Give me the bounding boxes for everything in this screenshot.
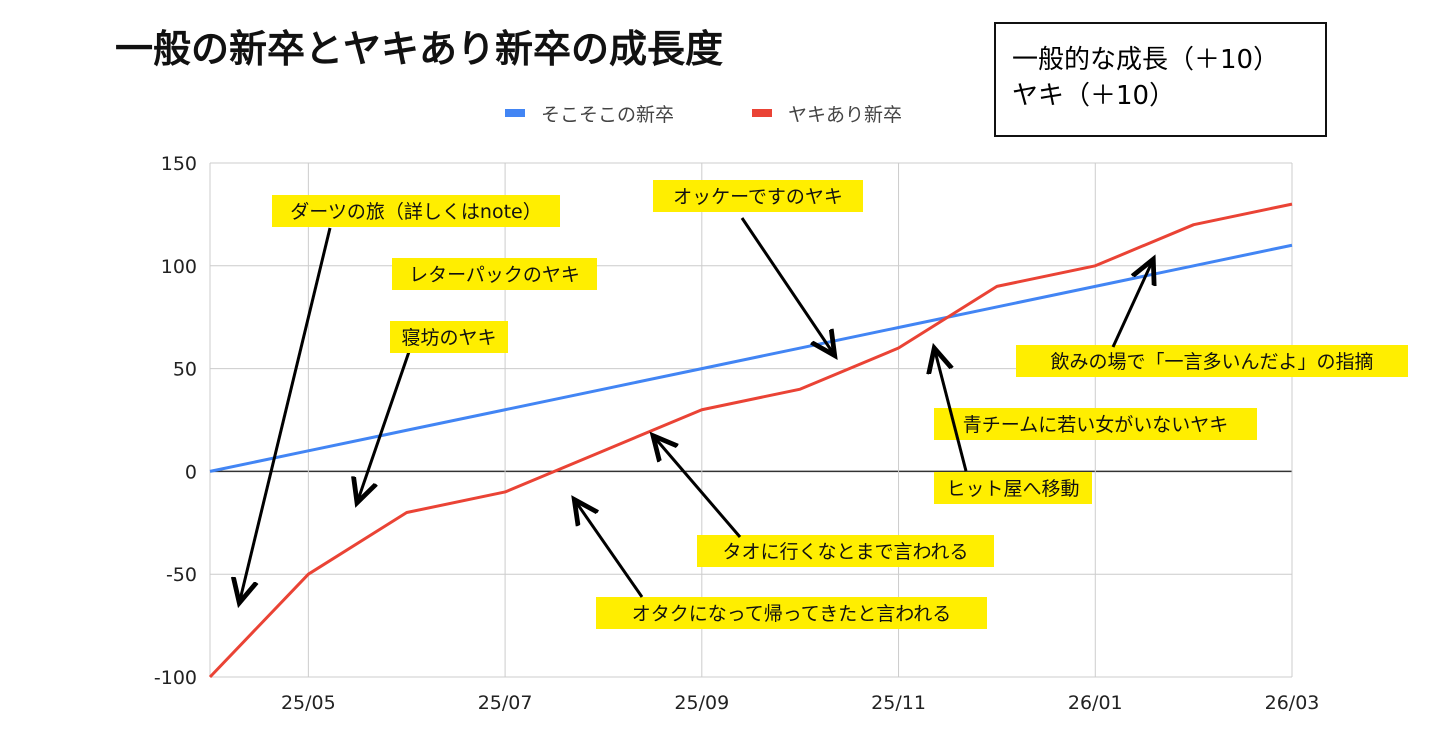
data-point: [798, 387, 802, 391]
annotation-label: 青チームに若い女がいないヤキ: [963, 414, 1228, 436]
data-point: [1192, 223, 1196, 227]
series-line-2: [208, 202, 1293, 679]
annotation-box: [596, 597, 987, 629]
chart-title: 一般の新卒とヤキあり新卒の成長度: [115, 27, 723, 71]
note-line-general-growth: 一般的な成長（＋10）: [1012, 45, 1280, 75]
y-tick-label: -50: [166, 564, 197, 586]
y-tick-label: 100: [161, 256, 197, 278]
data-point: [995, 284, 999, 288]
annotation-box: [1016, 345, 1408, 377]
data-point: [405, 428, 409, 432]
chart-grid: [209, 162, 1293, 678]
annotation-box: [392, 258, 597, 290]
annotation-box: [934, 472, 1092, 504]
annotation-box: [697, 535, 994, 567]
x-tick-label: 25/11: [871, 692, 926, 714]
legend-label: そこそこの新卒: [541, 104, 674, 126]
data-point: [601, 449, 605, 453]
annotation-arrow: [1111, 262, 1152, 348]
annotation-arrow: [240, 227, 332, 600]
data-point: [306, 449, 310, 453]
series-line-1: [209, 243, 1293, 473]
x-tick-label: 26/01: [1068, 692, 1123, 714]
annotation-label: 飲みの場で「一言多いんだよ」の指摘: [1050, 351, 1373, 373]
annotation-label: タオに行くなとまで言われる: [722, 541, 968, 563]
y-tick-label: -100: [154, 667, 197, 689]
legend-swatch: [752, 109, 772, 117]
y-tick-label: 50: [173, 359, 197, 381]
data-point: [208, 469, 212, 473]
data-point: [601, 387, 605, 391]
x-tick-label: 25/05: [281, 692, 336, 714]
legend-swatch: [505, 109, 525, 117]
data-point: [1192, 264, 1196, 268]
data-point: [208, 675, 212, 679]
x-tick-label: 26/03: [1265, 692, 1320, 714]
data-point: [700, 367, 704, 371]
chart-series: [208, 202, 1294, 679]
annotation-box: [653, 180, 863, 212]
note-box: 一般的な成長（＋10） ヤキ（＋10）: [994, 22, 1327, 137]
annotation-arrow: [935, 351, 968, 472]
data-point: [503, 490, 507, 494]
data-point: [700, 408, 704, 412]
annotation-box: [272, 195, 560, 227]
legend-label: ヤキあり新卒: [788, 104, 902, 126]
annotation-box: [390, 321, 508, 353]
annotation-box: [934, 408, 1257, 440]
annotation-arrow: [655, 438, 742, 538]
data-point: [995, 305, 999, 309]
x-tick-label: 25/07: [478, 692, 533, 714]
annotation-label: オタクになって帰ってきたと言われる: [632, 603, 952, 625]
annotation-label: ダーツの旅（詳しくはnote）: [290, 201, 541, 223]
data-point: [1093, 284, 1097, 288]
annotation-arrow: [740, 217, 833, 353]
annotation-arrow: [358, 342, 414, 500]
annotation-label: 寝坊のヤキ: [401, 327, 496, 349]
y-tick-label: 150: [161, 153, 197, 175]
y-axis: -100 -50 0 50 100 150: [154, 153, 197, 689]
data-point: [798, 346, 802, 350]
data-point: [1093, 264, 1097, 268]
annotation-label: ヒット屋へ移動: [946, 478, 1079, 500]
data-point: [897, 325, 901, 329]
data-point: [503, 408, 507, 412]
annotation-label: レターパックのヤキ: [409, 264, 580, 286]
data-point: [897, 346, 901, 350]
data-point: [1290, 243, 1294, 247]
annotation-label: オッケーですのヤキ: [673, 186, 843, 208]
note-line-yaki: ヤキ（＋10）: [1012, 81, 1176, 111]
y-tick-label: 0: [185, 461, 197, 483]
data-point: [306, 572, 310, 576]
x-axis: 25/05 25/07 25/09 25/11 26/01 26/03: [281, 692, 1319, 714]
data-point: [1290, 202, 1294, 206]
annotation-arrow: [576, 502, 644, 598]
x-tick-label: 25/09: [674, 692, 729, 714]
chart-legend: そこそこの新卒 ヤキあり新卒: [505, 104, 902, 126]
data-point: [405, 511, 409, 515]
